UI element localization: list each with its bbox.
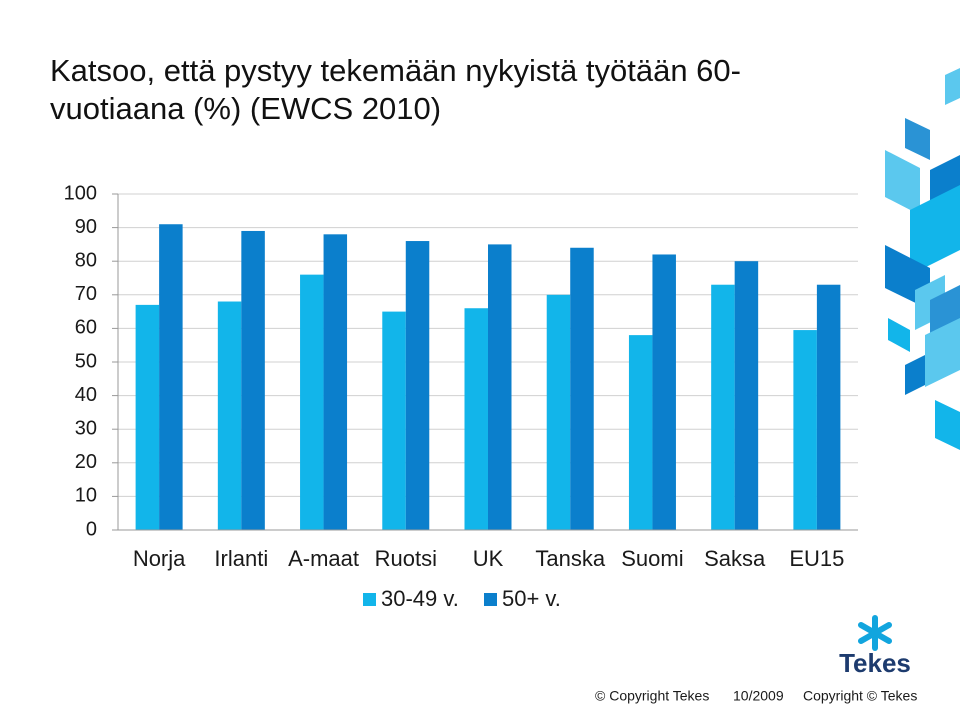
bar: [135, 304, 160, 530]
bar: [323, 234, 348, 530]
bar: [711, 284, 735, 530]
x-tick-label: Norja: [133, 546, 186, 571]
bar: [300, 274, 324, 530]
x-tick-label: Suomi: [621, 546, 683, 571]
bar: [382, 311, 406, 530]
bar: [652, 254, 676, 531]
bar: [159, 224, 183, 531]
y-tick-label: 90: [75, 216, 97, 238]
bar: [241, 230, 265, 530]
y-tick-label: 40: [75, 384, 97, 406]
legend-label: 50+ v.: [502, 586, 561, 611]
chart-title: Katsoo, että pystyy tekemään nykyistä ty…: [50, 53, 741, 126]
footer-text: 10/2009: [733, 688, 784, 704]
x-tick-label: UK: [473, 546, 504, 571]
y-tick-label: 70: [75, 283, 97, 305]
x-tick-label: A-maat: [288, 546, 359, 571]
x-tick-label: Saksa: [704, 546, 766, 571]
y-tick-label: 20: [75, 451, 97, 473]
bar: [570, 247, 594, 530]
decoration: [885, 68, 960, 450]
bar: [405, 241, 430, 531]
logo-text: Tekes: [839, 648, 911, 678]
x-tick-label: Irlanti: [214, 546, 268, 571]
y-tick-label: 100: [64, 182, 97, 204]
legend-swatch: [484, 593, 497, 606]
y-tick-label: 30: [75, 417, 97, 439]
footer-text: © Copyright Tekes: [595, 688, 709, 704]
legend-label: 30-49 v.: [381, 586, 459, 611]
x-tick-label: Tanska: [535, 546, 605, 571]
y-tick-label: 60: [75, 317, 97, 339]
legend-swatch: [363, 593, 376, 606]
y-tick-label: 0: [86, 518, 97, 540]
bar: [546, 294, 571, 530]
bar: [464, 308, 488, 530]
bar: [793, 330, 817, 530]
bar: [217, 301, 242, 530]
bar: [816, 284, 841, 530]
bar: [628, 335, 653, 530]
y-tick-label: 10: [75, 485, 97, 507]
logo-mark: [858, 615, 892, 651]
bar: [488, 244, 512, 530]
x-tick-label: EU15: [789, 546, 844, 571]
y-tick-label: 50: [75, 350, 97, 372]
footer-text: Copyright © Tekes: [803, 688, 917, 704]
y-tick-label: 80: [75, 249, 97, 271]
bar: [734, 261, 759, 530]
x-tick-label: Ruotsi: [375, 546, 437, 571]
